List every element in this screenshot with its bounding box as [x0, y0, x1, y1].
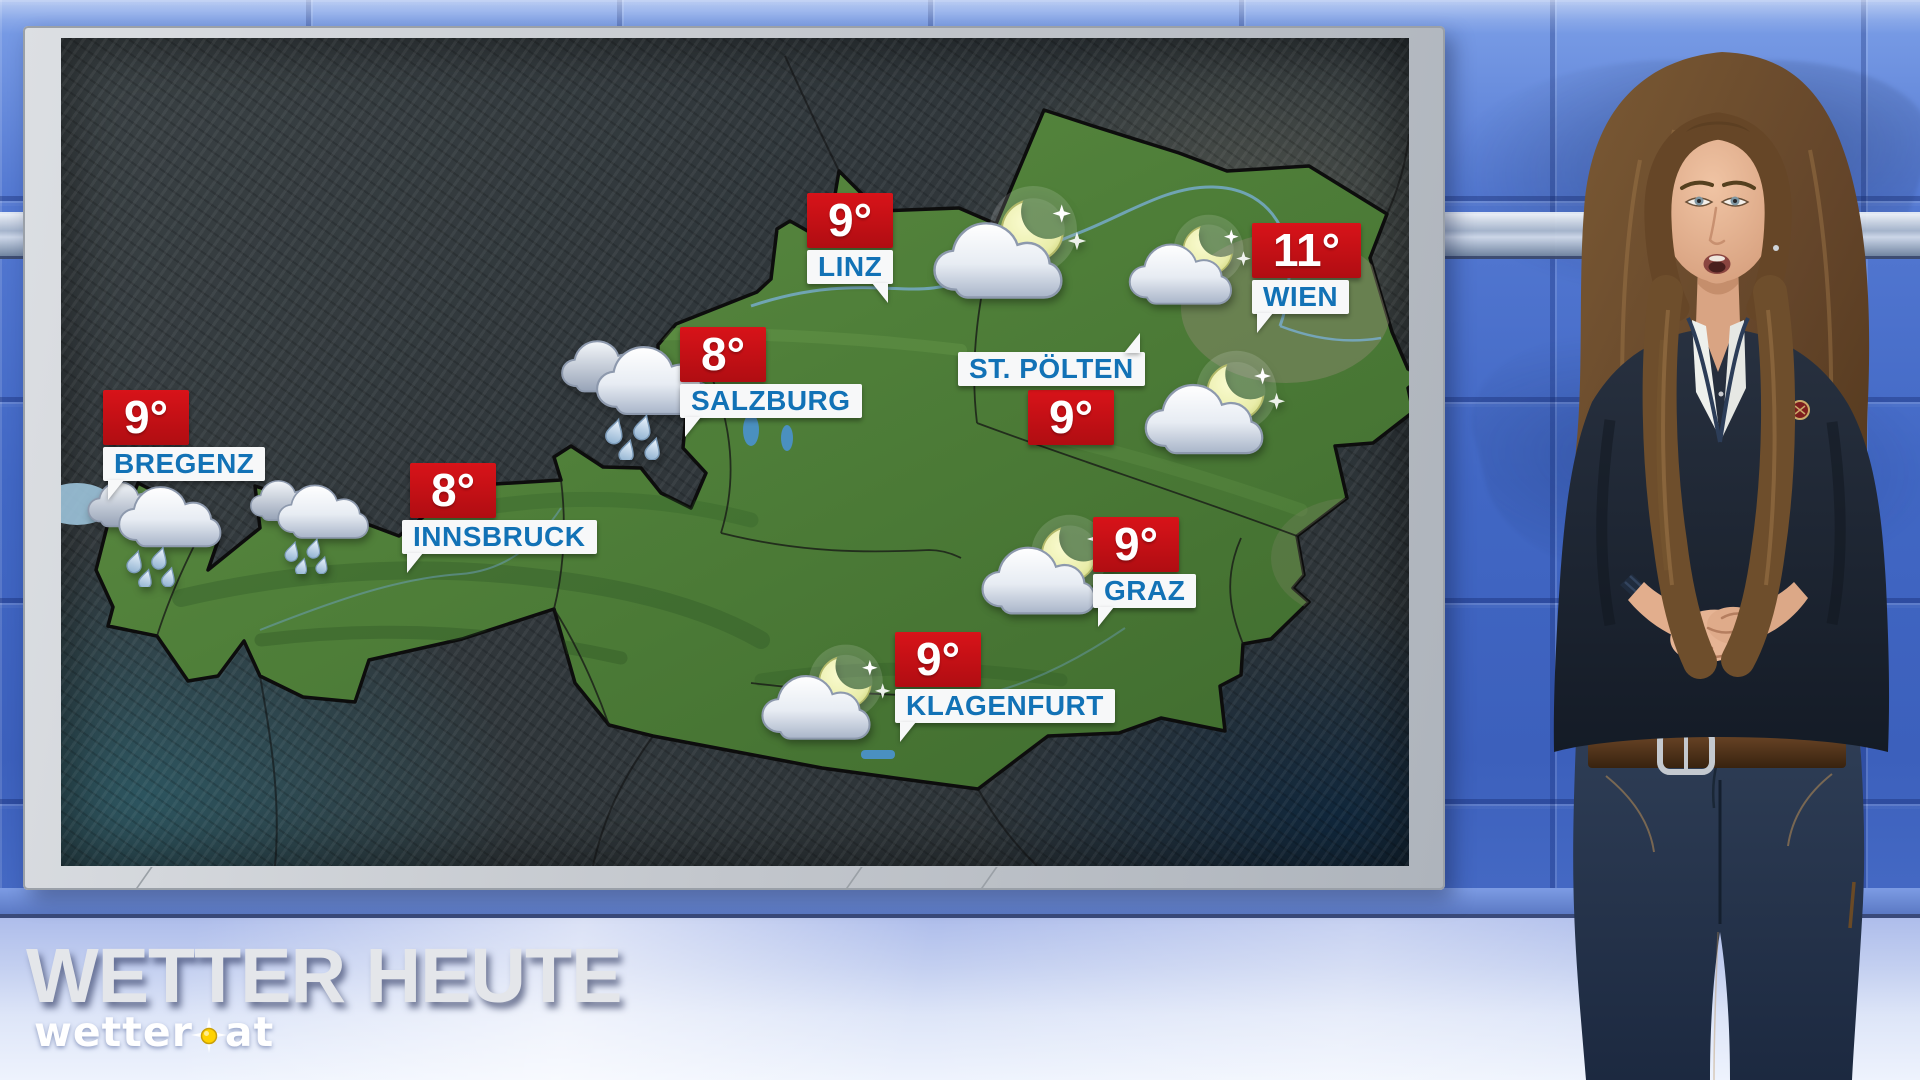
- logo-text-wetter: wetter: [34, 1008, 193, 1056]
- frame-seam: [845, 867, 863, 889]
- label-pointer: [407, 553, 423, 573]
- city-name-text: WIEN: [1263, 281, 1339, 312]
- temperature-badge: 9°: [1093, 517, 1179, 572]
- label-pointer: [685, 417, 701, 437]
- austria-map-terrain: [61, 55, 1409, 866]
- label-pointer: [900, 722, 916, 742]
- temperature-badge: 8°: [680, 327, 766, 382]
- city-name-text: SALZBURG: [691, 385, 851, 416]
- city-name: INNSBRUCK: [402, 520, 597, 573]
- label-pointer: [1257, 313, 1273, 333]
- city-name: BREGENZ: [103, 447, 266, 500]
- wetter-at-logo: wetter at: [34, 1008, 274, 1056]
- presenter: [1553, 52, 1890, 1080]
- city-name-text: GRAZ: [1104, 575, 1186, 606]
- temperature-badge: 11°: [1252, 223, 1362, 278]
- label-pointer: [108, 480, 124, 500]
- city-name: WIEN: [1252, 280, 1350, 333]
- label-pointer: [1123, 333, 1140, 353]
- label-pointer: [1098, 607, 1114, 627]
- night-partly-cloudy-icon: [925, 183, 1110, 305]
- rain-icon: [246, 472, 381, 574]
- city-label-wien: 11° WIEN: [1252, 223, 1362, 333]
- city-name: KLAGENFURT: [895, 689, 1115, 742]
- city-name-text: KLAGENFURT: [906, 690, 1104, 721]
- city-name-text: LINZ: [818, 251, 883, 282]
- sun-icon: [190, 1017, 227, 1053]
- temperature-badge: 9°: [807, 193, 893, 248]
- label-pointer: [872, 283, 889, 303]
- city-name-text: ST. PÖLTEN: [969, 353, 1134, 384]
- city-label-innsbruck: 8° INNSBRUCK: [402, 463, 597, 573]
- city-label-salzburg: 8° SALZBURG: [680, 327, 862, 437]
- city-name: LINZ: [807, 250, 894, 303]
- city-name-text: INNSBRUCK: [413, 521, 586, 552]
- city-name-text: BREGENZ: [114, 448, 255, 479]
- temperature-badge: 8°: [410, 463, 496, 518]
- rain-icon: [80, 472, 238, 587]
- city-name: GRAZ: [1093, 574, 1197, 627]
- logo-text-at: at: [224, 1008, 275, 1056]
- night-partly-cloudy-icon: [1138, 348, 1306, 460]
- city-name: ST. PÖLTEN: [958, 333, 1145, 386]
- night-partly-cloudy-icon: [1125, 212, 1267, 310]
- frame-seam: [980, 867, 998, 889]
- city-label-st-poelten: ST. PÖLTEN 9°: [958, 333, 1145, 445]
- city-label-klagenfurt: 9° KLAGENFURT: [895, 632, 1115, 742]
- city-label-graz: 9° GRAZ: [1093, 517, 1197, 627]
- night-partly-cloudy-icon: [755, 642, 910, 745]
- city-label-linz: 9° LINZ: [807, 193, 894, 303]
- frame-seam: [135, 867, 153, 889]
- temperature-badge: 9°: [1028, 390, 1114, 445]
- city-name: SALZBURG: [680, 384, 862, 437]
- city-label-bregenz: 9° BREGENZ: [103, 390, 266, 500]
- temperature-badge: 9°: [895, 632, 981, 687]
- temperature-badge: 9°: [103, 390, 189, 445]
- broadcast-title: WETTER HEUTE: [26, 933, 622, 1019]
